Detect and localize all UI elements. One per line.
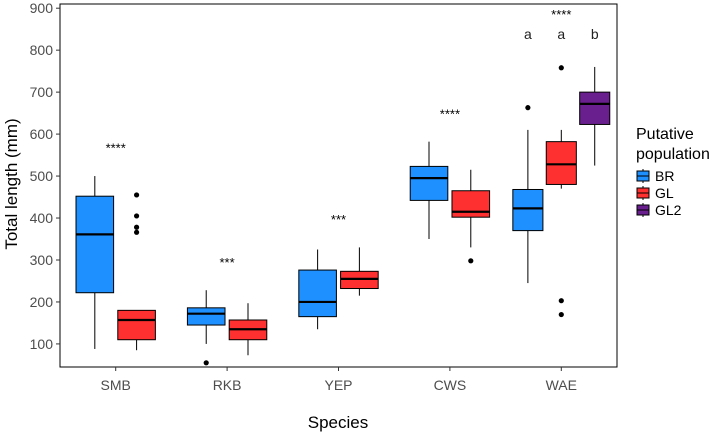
outlier-point-wae-gl	[558, 298, 564, 304]
x-tick-label: WAE	[546, 377, 577, 393]
box-cws-br	[409, 165, 449, 201]
outlier-point-smb-gl	[133, 224, 140, 230]
group-letter-wae-br: a	[524, 26, 532, 42]
outlier-point-rkb-br	[203, 360, 209, 366]
outlier-point-cws-gl	[468, 258, 474, 264]
box-rkb-br	[186, 307, 226, 326]
outlier-point-smb-gl	[133, 213, 140, 219]
y-tick-label: 900	[30, 0, 54, 16]
legend-label-gl2: GL2	[655, 202, 682, 218]
y-tick-label: 300	[30, 252, 54, 268]
y-tick-label: 800	[30, 42, 54, 58]
y-axis-title: Total length (mm)	[2, 118, 21, 249]
y-tick-label: 200	[30, 294, 54, 310]
significance-label-rkb: ***	[220, 255, 235, 270]
legend-title-line1: Putative	[636, 126, 694, 143]
y-tick-label: 100	[30, 336, 54, 352]
box-wae-gl2	[579, 91, 611, 125]
legend-title-line2: population	[636, 146, 709, 163]
significance-label-wae: ****	[551, 7, 571, 22]
x-tick-label: SMB	[101, 377, 131, 393]
legend-label-br: BR	[655, 168, 674, 184]
group-letter-wae-gl: a	[557, 26, 565, 42]
x-tick-label: CWS	[434, 377, 467, 393]
outlier-point-smb-gl	[133, 229, 140, 235]
y-tick-label: 500	[30, 168, 54, 184]
outlier-point-smb-gl	[133, 192, 140, 198]
outlier-point-wae-br	[525, 105, 531, 111]
significance-label-yep: ***	[331, 212, 346, 227]
group-letter-wae-gl2: b	[591, 26, 599, 42]
outlier-point-wae-gl	[558, 311, 564, 318]
significance-label-smb: ****	[106, 141, 126, 156]
box-smb-br	[75, 195, 115, 294]
y-tick-label: 700	[30, 84, 54, 100]
box-wae-br	[512, 188, 544, 232]
box-smb-gl	[117, 309, 156, 341]
box-cws-gl	[451, 190, 491, 218]
outlier-point-wae-gl	[558, 65, 564, 71]
plot-area: 100 200 300 400 500 600 700 800 900 SMB RKB YEP CWS W…	[30, 0, 618, 393]
x-tick-label: RKB	[213, 377, 242, 393]
legend-label-gl: GL	[655, 185, 674, 201]
y-tick-label: 600	[30, 126, 54, 142]
x-axis-title: Species	[308, 413, 368, 432]
x-tick-label: YEP	[324, 377, 352, 393]
box-yep-br	[298, 269, 337, 318]
significance-label-cws: ****	[440, 106, 460, 121]
box-wae-gl	[545, 141, 577, 185]
y-tick-label: 400	[30, 210, 54, 226]
